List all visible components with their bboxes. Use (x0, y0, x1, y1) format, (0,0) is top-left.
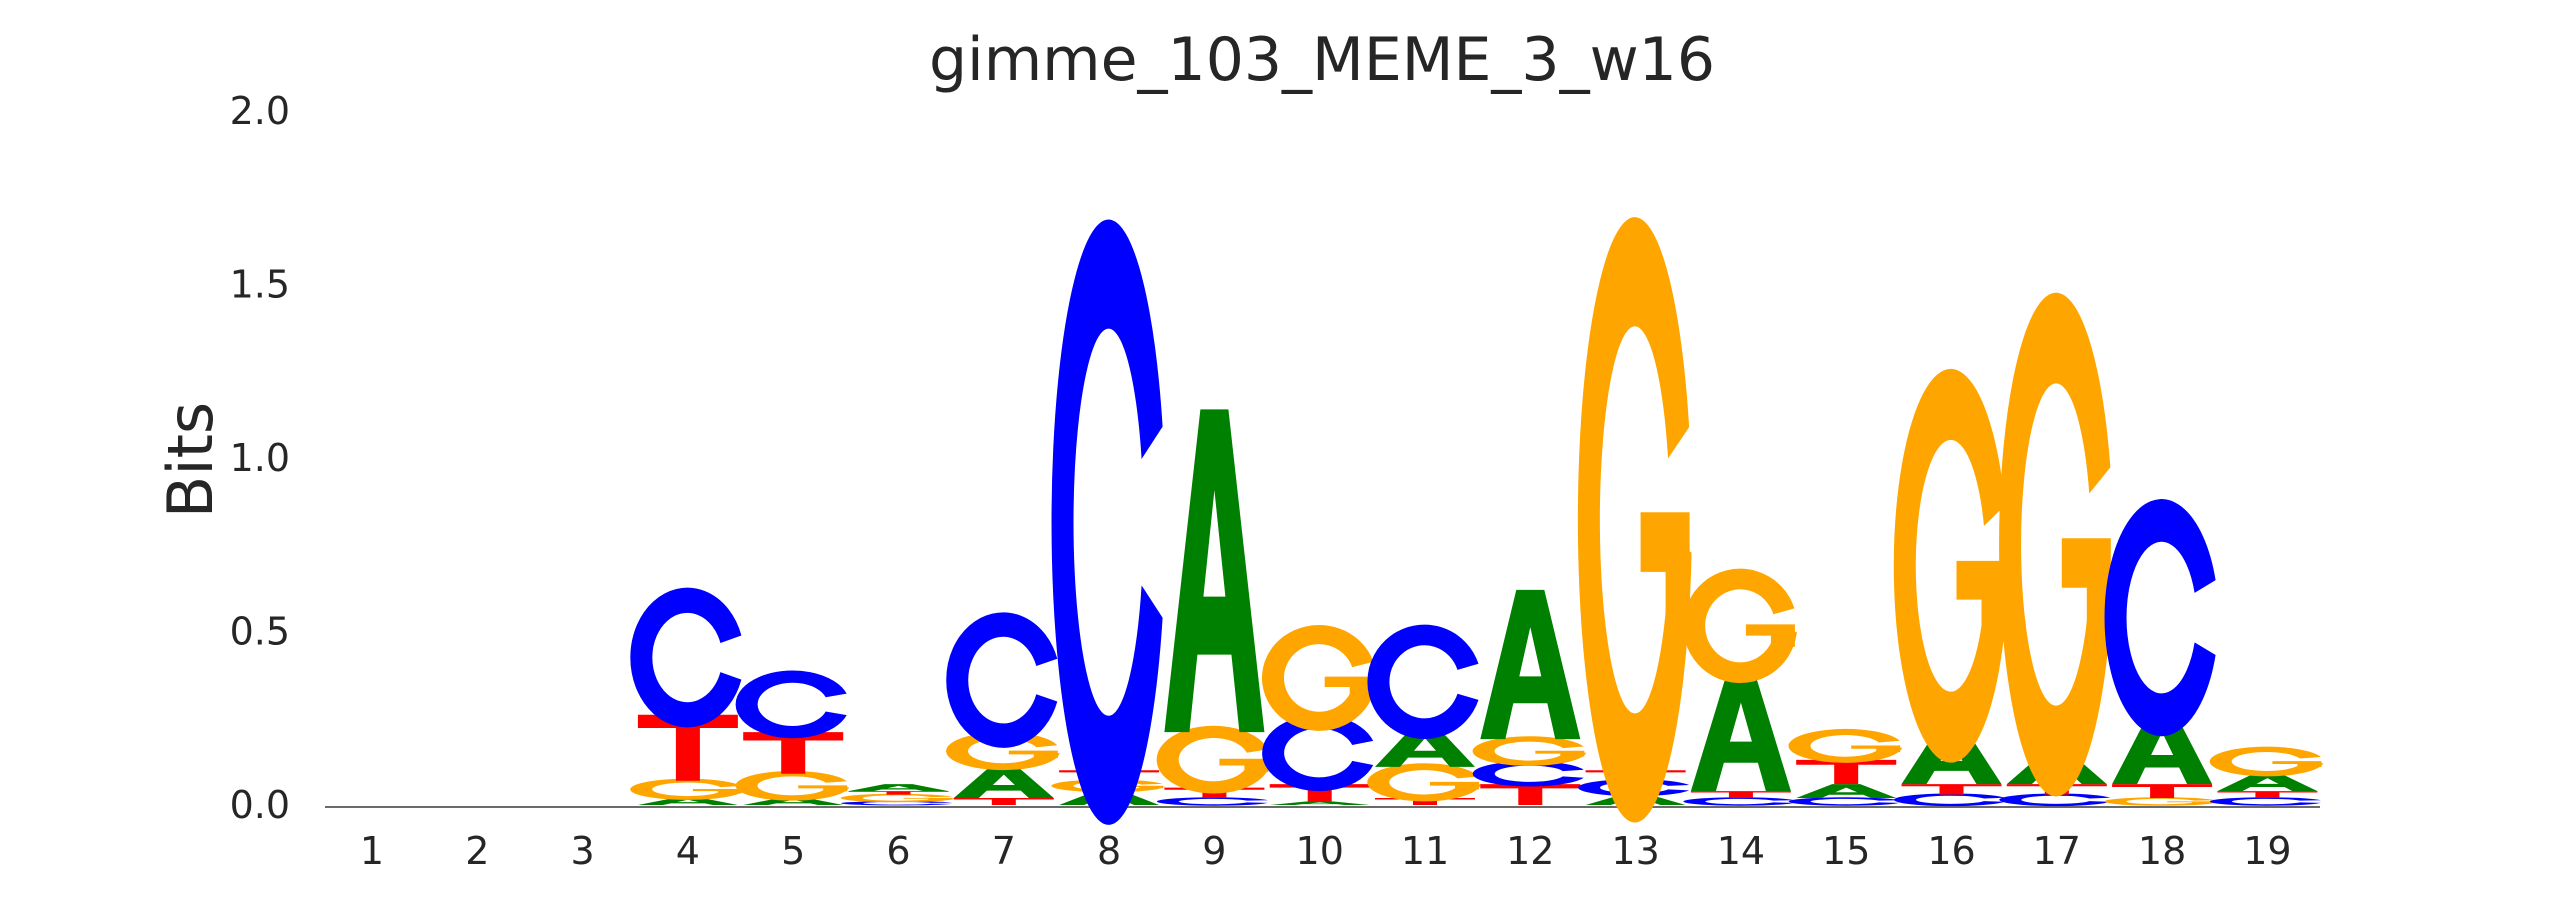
logo-letter-g (1683, 568, 1797, 683)
logo-letter-a (848, 784, 949, 792)
x-tick-label: 8 (1097, 829, 1121, 873)
x-tick-label: 19 (2243, 829, 2291, 873)
logo-letter-t (953, 798, 1054, 805)
x-tick-label: 13 (1611, 829, 1659, 873)
x-tick-label: 6 (886, 829, 910, 873)
x-tick-label: 14 (1717, 829, 1765, 873)
logo-letter-a (1901, 728, 2002, 785)
y-tick-label: 1.0 (230, 436, 290, 480)
logo-letter-g (1999, 292, 2113, 797)
logo-letter-a (953, 766, 1054, 799)
x-tick-label: 5 (781, 829, 805, 873)
logo-letter-a (1164, 409, 1265, 733)
logo-letter-a (2006, 752, 2107, 785)
logo-letter-t (637, 714, 738, 781)
logo-letter-c (2210, 797, 2321, 806)
logo-letter-c (1472, 761, 1584, 787)
x-tick-label: 4 (676, 829, 700, 873)
logo-letter-g (1788, 728, 1903, 763)
logo-letter-c (1893, 793, 2005, 807)
x-axis-ticks: 1 2 3 4 5 6 7 8 9 10 11 12 13 14 15 16 17 18 19 (360, 829, 2292, 873)
x-tick-label: 10 (1296, 829, 1344, 873)
x-tick-label: 3 (571, 829, 595, 873)
y-tick-label: 0.5 (230, 610, 290, 654)
logo-letter-stacks (630, 217, 2324, 825)
logo-letter-g (2104, 797, 2219, 806)
logo-letter-g (1156, 725, 1271, 794)
logo-letter-t (1375, 798, 1475, 805)
logo-letter-c (630, 587, 742, 728)
logo-letter-a (637, 798, 738, 805)
x-tick-label: 16 (1927, 829, 1975, 873)
logo-letter-c (1788, 797, 1900, 806)
logo-letter-t (2217, 791, 2318, 799)
logo-letter-g (1261, 625, 1376, 731)
logo-letter-c (946, 612, 1058, 748)
logo-letter-a (1585, 794, 1686, 805)
y-tick-label: 2.0 (230, 89, 290, 133)
x-tick-label: 17 (2033, 829, 2081, 873)
logo-letter-g (630, 778, 744, 800)
x-tick-label: 2 (465, 829, 489, 873)
logo-letter-g (735, 771, 850, 801)
y-tick-label: 1.5 (230, 263, 290, 307)
logo-letter-a (1796, 784, 1897, 799)
x-tick-label: 15 (1822, 829, 1870, 873)
logo-letter-t (848, 791, 949, 795)
logo-letter-t (743, 732, 844, 774)
x-tick-label: 12 (1506, 829, 1554, 873)
y-tick-label: 0.0 (230, 783, 290, 827)
y-axis-ticks: 0.0 0.5 1.0 1.5 2.0 (230, 89, 290, 827)
logo-letter-c (1262, 714, 1374, 791)
logo-letter-t (1901, 784, 2002, 795)
chart-title: gimme_103_MEME_3_w16 (929, 25, 1715, 95)
logo-letter-c (1367, 624, 1479, 739)
logo-letter-g (1893, 369, 2008, 763)
logo-letter-a (1375, 728, 1475, 767)
logo-letter-c (1051, 219, 1163, 825)
logo-letter-a (1059, 791, 1160, 805)
logo-letter-g (1472, 736, 1587, 766)
logo-letter-g (1367, 763, 1481, 802)
logo-letter-g (841, 793, 955, 803)
logo-letter-c (1157, 797, 1268, 806)
x-tick-label: 7 (992, 829, 1016, 873)
logo-letter-a (1480, 589, 1581, 740)
x-tick-label: 18 (2138, 829, 2186, 873)
logo-letter-t (2112, 784, 2213, 799)
logo-letter-c (735, 670, 847, 739)
logo-letter-a (1269, 801, 1370, 805)
logo-letter-c (1683, 797, 1795, 806)
logo-letter-t (1690, 791, 1791, 799)
logo-letter-t (1480, 784, 1581, 805)
x-tick-label: 1 (360, 829, 384, 873)
logo-letter-a (1690, 673, 1791, 792)
x-tick-label: 9 (1202, 829, 1226, 873)
logo-letter-a (743, 798, 844, 805)
y-axis-label: Bits (154, 402, 227, 518)
logo-letter-c (1999, 793, 2111, 807)
logo-letter-g (1577, 217, 1692, 823)
logo-letter-c (2104, 499, 2216, 737)
logo-letter-a (2217, 773, 2318, 792)
logo-letter-a (2112, 714, 2213, 785)
logo-letter-t (1269, 784, 1370, 802)
logo-letter-g (2209, 746, 2324, 777)
logo-letter-t (1796, 759, 1897, 785)
x-tick-label: 11 (1401, 829, 1449, 873)
